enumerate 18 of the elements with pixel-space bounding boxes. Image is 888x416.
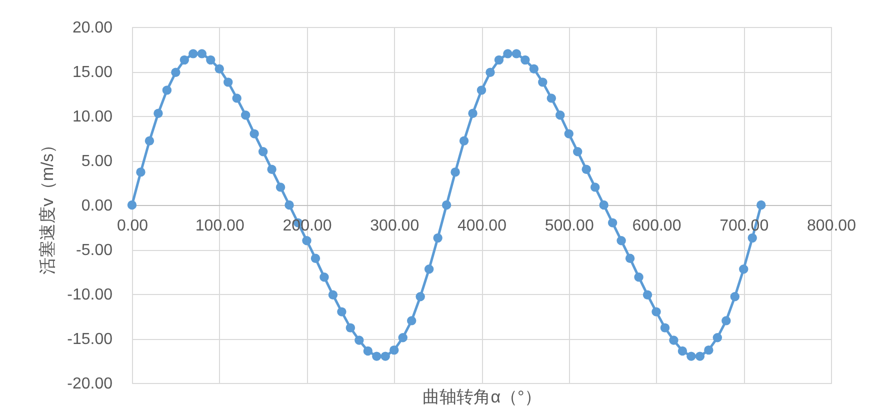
y-tick-label: -5.00: [76, 242, 113, 259]
x-tick-label: 500.00: [544, 218, 594, 234]
y-tick-label: -10.00: [67, 286, 113, 304]
x-tick-label: 100.00: [195, 218, 244, 234]
y-tick-label: -15.00: [67, 331, 113, 348]
y-tick-label: -20.00: [67, 376, 113, 392]
y-tick-label: 10.00: [72, 108, 113, 126]
x-axis-title: 曲轴转角α（°）: [422, 388, 542, 406]
x-tick-label: 0.00: [116, 218, 148, 234]
y-tick-label: 20.00: [72, 20, 113, 36]
y-tick-label: 5.00: [81, 153, 113, 170]
x-tick-label: 300.00: [370, 218, 420, 234]
y-tick-label: 0.00: [81, 198, 113, 214]
x-tick-label: 800.00: [807, 218, 856, 234]
x-tick-label: 600.00: [632, 218, 682, 234]
y-axis-title: 活塞速度v（m/s）: [38, 136, 58, 274]
y-tick-label: 15.00: [72, 64, 113, 81]
x-tick-label: 400.00: [458, 218, 507, 234]
